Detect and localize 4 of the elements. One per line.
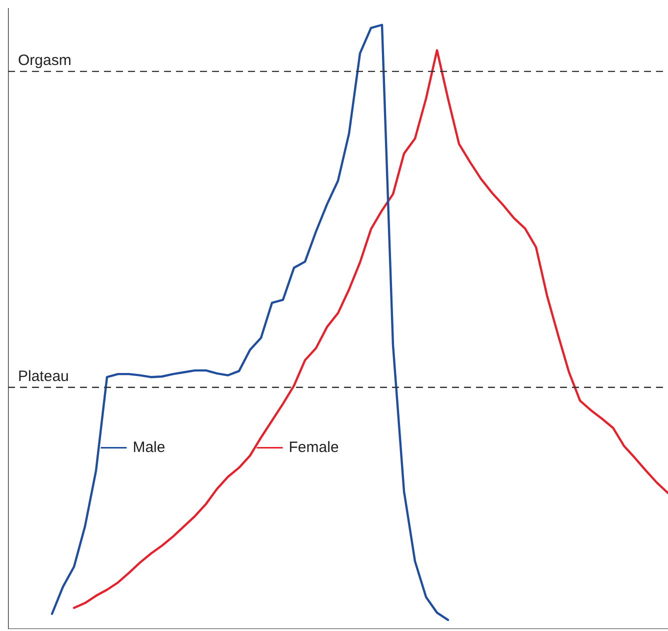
- legend-label: Male: [132, 438, 166, 456]
- ref-line-label: Orgasm: [18, 52, 72, 70]
- legend-label: Female: [288, 438, 339, 456]
- ref-line-label: Plateau: [18, 368, 69, 386]
